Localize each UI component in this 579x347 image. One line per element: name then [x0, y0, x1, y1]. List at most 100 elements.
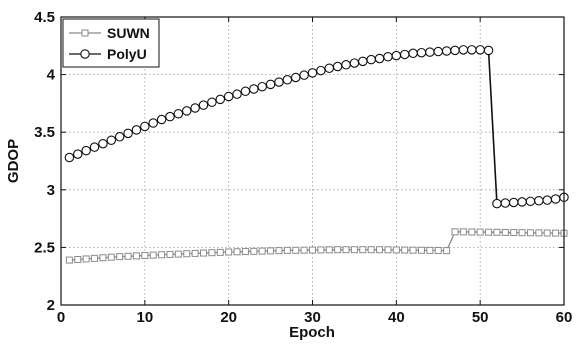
y-tick-label: 2.5: [34, 239, 55, 256]
suwn-point: [359, 246, 367, 254]
polyu-point: [500, 198, 511, 208]
polyu-point: [98, 138, 108, 149]
polyu-point: [173, 109, 184, 119]
polyu-point: [332, 61, 343, 72]
suwn-point: [417, 246, 425, 254]
suwn-point: [216, 248, 224, 256]
suwn-point: [275, 247, 283, 255]
polyu-point: [64, 152, 75, 163]
suwn-point: [141, 251, 149, 259]
polyu-point: [416, 47, 427, 58]
polyu-point: [307, 68, 318, 78]
suwn-point: [451, 228, 459, 236]
suwn-point: [158, 251, 166, 259]
polyu-point: [240, 86, 251, 97]
polyu-point: [156, 114, 167, 125]
suwn-point: [476, 228, 484, 236]
polyu-point: [483, 45, 494, 56]
suwn-point: [510, 229, 518, 237]
suwn-point: [82, 255, 90, 263]
suwn-point: [434, 247, 442, 255]
x-tick-label: 30: [304, 309, 321, 326]
polyu-point: [391, 50, 402, 61]
suwn-point: [526, 229, 534, 237]
suwn-point: [392, 246, 400, 254]
suwn-point: [149, 251, 157, 259]
suwn-point: [384, 246, 392, 254]
suwn-point: [426, 246, 434, 254]
suwn-point: [300, 246, 308, 254]
polyu-point: [374, 53, 385, 64]
polyu-point: [525, 196, 536, 207]
polyu-point: [467, 45, 477, 55]
y-tick-label: 2: [47, 297, 55, 314]
polyu-point: [534, 195, 544, 206]
series-suwn: [65, 228, 568, 264]
x-tick-label: 20: [220, 309, 237, 326]
x-axis-label: Epoch: [289, 324, 335, 341]
polyu-point: [257, 81, 267, 92]
polyu-point: [290, 72, 301, 83]
y-tick-label: 4: [47, 67, 56, 84]
legend: SUWN PolyU: [62, 18, 160, 68]
polyu-point: [316, 65, 326, 76]
suwn-point: [401, 246, 409, 254]
suwn-point: [485, 228, 493, 236]
polyu-point: [441, 46, 452, 56]
suwn-point: [208, 249, 216, 257]
polyu-point: [73, 149, 83, 159]
polyu-point: [131, 125, 142, 135]
polyu-point: [182, 106, 192, 116]
suwn-point: [107, 253, 115, 261]
suwn-point: [183, 250, 191, 258]
polyu-point: [232, 89, 242, 99]
suwn-point: [233, 248, 241, 256]
polyu-point: [383, 51, 393, 62]
polyu-point: [450, 45, 460, 56]
polyu-point: [408, 48, 418, 59]
suwn-point: [258, 247, 266, 255]
polyu-point: [299, 70, 309, 80]
polyu-point: [358, 56, 368, 67]
legend-marker-polyu: [80, 49, 90, 59]
suwn-point: [99, 254, 107, 262]
legend-item-suwn: SUWN: [69, 25, 150, 41]
polyu-point: [425, 47, 435, 57]
polyu-point: [223, 91, 234, 102]
legend-label-suwn: SUWN: [107, 25, 150, 41]
suwn-point: [342, 246, 350, 254]
suwn-point: [552, 229, 560, 237]
suwn-point: [367, 246, 375, 254]
suwn-point: [543, 229, 551, 237]
suwn-point: [132, 252, 140, 260]
suwn-point: [535, 229, 543, 237]
polyu-point: [106, 135, 117, 146]
polyu-point: [215, 94, 226, 105]
suwn-point: [518, 229, 526, 237]
legend-marker-suwn: [81, 29, 89, 37]
polyu-point: [550, 194, 561, 204]
suwn-point: [225, 248, 233, 256]
polyu-point: [265, 79, 276, 90]
polyu-point: [458, 45, 469, 55]
polyu-point: [508, 197, 519, 208]
suwn-point: [409, 246, 417, 254]
polyu-point: [89, 142, 100, 152]
y-tick-label: 4.5: [34, 9, 55, 26]
x-tick-label: 60: [556, 309, 573, 326]
polyu-point: [366, 54, 376, 65]
polyu-point: [282, 75, 293, 85]
suwn-point: [376, 246, 384, 254]
suwn-point: [241, 248, 249, 256]
polyu-point: [114, 132, 125, 142]
polyu-point: [249, 84, 259, 94]
polyu-point: [190, 103, 200, 113]
y-axis-label: GDOP: [5, 139, 22, 183]
suwn-point: [334, 246, 342, 254]
polyu-point: [123, 128, 133, 139]
polyu-point: [542, 195, 552, 205]
suwn-point: [200, 249, 208, 257]
suwn-point: [91, 254, 99, 262]
polyu-point: [433, 46, 443, 57]
x-tick-label: 0: [57, 309, 65, 326]
